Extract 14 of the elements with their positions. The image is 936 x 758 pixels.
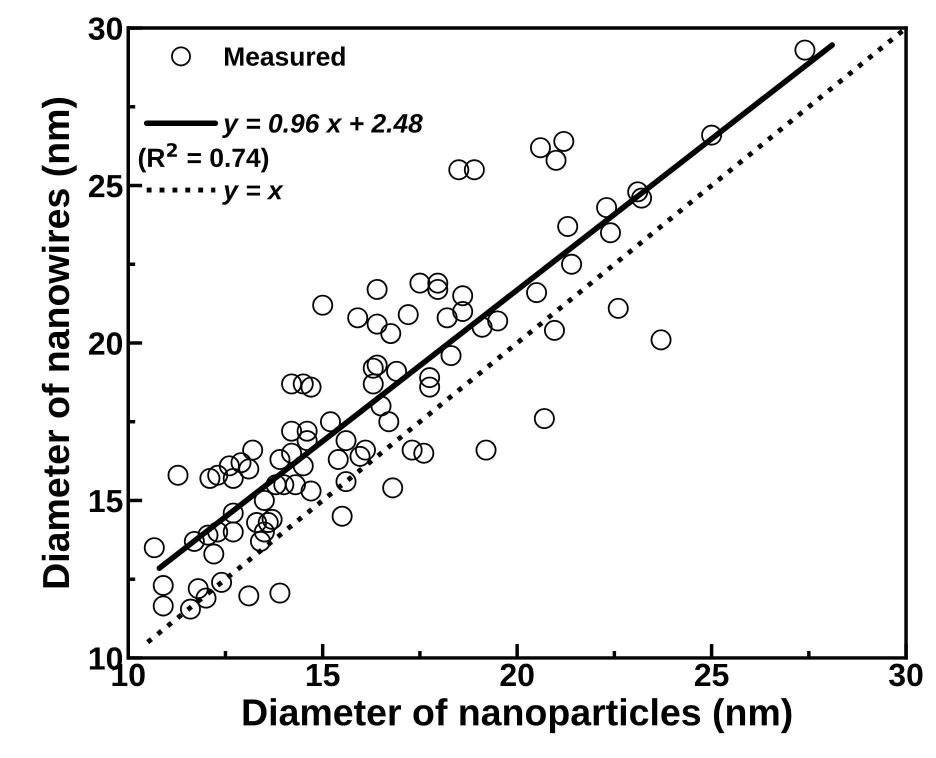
x-tick-label: 15 bbox=[306, 664, 340, 686]
x-tick-label: 25 bbox=[694, 664, 728, 686]
x-axis-title: Diameter of nanoparticles (nm) bbox=[244, 698, 792, 734]
y-tick-label: 20 bbox=[88, 332, 122, 355]
y-tick-label: 25 bbox=[88, 174, 122, 198]
y-tick-label: 30 bbox=[88, 17, 122, 40]
y-axis-title: Diameter of nanowires (nm) bbox=[42, 98, 77, 588]
annotation: (R$^{2}$ = 0.74) bbox=[138, 143, 268, 172]
x-tick-label: 20 bbox=[500, 664, 534, 686]
legend-label: y = 0.96 x + 2.48 bbox=[222, 114, 423, 138]
y-tick-label: 15 bbox=[90, 490, 122, 512]
x-tick-label: 30 bbox=[889, 664, 923, 686]
legend-label: Measured bbox=[224, 46, 345, 66]
legend-label: y = x bbox=[222, 185, 284, 205]
